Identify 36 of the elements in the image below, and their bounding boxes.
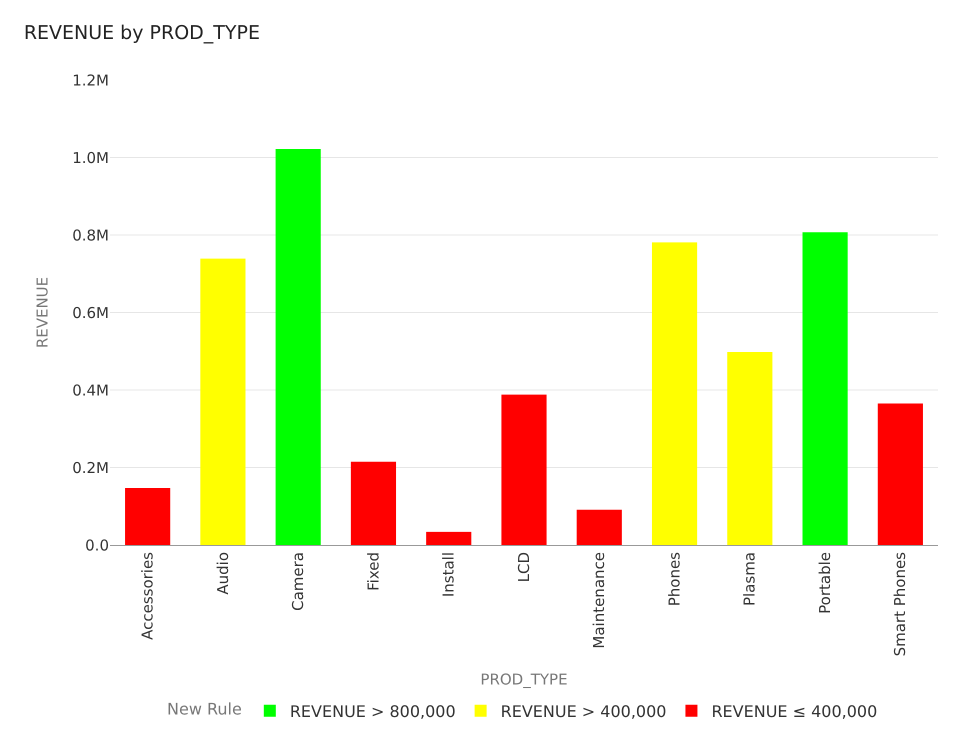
bar bbox=[125, 488, 170, 545]
x-tick-label: Install bbox=[440, 552, 458, 598]
y-tick-label: 0.2M bbox=[72, 458, 109, 477]
y-tick-label: 0.0 bbox=[85, 536, 109, 554]
bar bbox=[200, 258, 246, 545]
legend-title: New Rule bbox=[167, 700, 242, 719]
x-axis-title: PROD_TYPE bbox=[480, 670, 568, 688]
bar bbox=[802, 232, 848, 545]
y-tick-label: 1.0M bbox=[72, 148, 109, 167]
bar bbox=[878, 404, 923, 545]
bar bbox=[501, 394, 547, 545]
x-tick-label: Portable bbox=[816, 552, 834, 614]
y-axis-title: REVENUE bbox=[33, 276, 52, 348]
x-tick-label: Audio bbox=[214, 552, 232, 595]
x-tick-label: Phones bbox=[665, 552, 684, 606]
y-tick-label: 1.2M bbox=[72, 71, 109, 90]
legend-label: REVENUE > 400,000 bbox=[500, 702, 666, 721]
x-tick-label: Maintenance bbox=[590, 552, 608, 649]
x-tick-label: Camera bbox=[289, 552, 308, 611]
x-tick-label: LCD bbox=[514, 552, 533, 582]
y-tick-label: 0.4M bbox=[72, 381, 109, 400]
x-tick-label: Smart Phones bbox=[891, 552, 910, 656]
bar bbox=[652, 242, 698, 545]
y-tick-label: 0.8M bbox=[72, 226, 109, 244]
bar bbox=[350, 462, 396, 545]
x-tick-label: Plasma bbox=[740, 552, 759, 606]
legend-label: REVENUE > 800,000 bbox=[290, 702, 456, 721]
x-tick-label: Accessories bbox=[138, 552, 157, 640]
bar bbox=[426, 532, 472, 545]
x-tick-label: Fixed bbox=[364, 552, 382, 591]
y-tick-label: 0.6M bbox=[72, 304, 109, 322]
chart-title: REVENUE by PROD_TYPE bbox=[24, 22, 260, 44]
bar bbox=[276, 148, 321, 545]
bar bbox=[727, 352, 772, 545]
bar bbox=[576, 510, 622, 545]
legend-label: REVENUE ≤ 400,000 bbox=[711, 702, 878, 721]
